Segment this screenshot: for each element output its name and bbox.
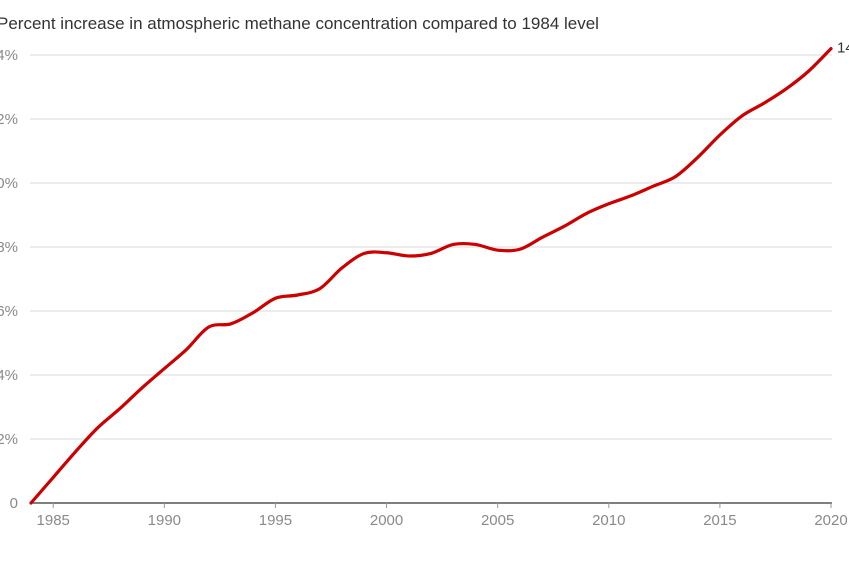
y-tick-label: 4% xyxy=(0,367,18,384)
y-tick-label: 6% xyxy=(0,303,18,320)
y-axis-tick-labels: 0 2% 4% 6% 8% 10% 12% 14% xyxy=(0,47,18,512)
y-tick-label: 2% xyxy=(0,431,18,448)
x-tick-label: 2005 xyxy=(481,512,514,529)
series-lines xyxy=(29,47,833,505)
chart-title: Percent increase in atmospheric methane … xyxy=(0,14,599,33)
x-tick-label: 1990 xyxy=(148,512,181,529)
x-axis-tick-labels: 1985 1990 1995 2000 2005 2010 2015 2020 xyxy=(37,503,848,529)
x-tick-label: 2020 xyxy=(814,512,847,529)
y-tick-label: 10% xyxy=(0,175,18,192)
end-value-label: 14% xyxy=(837,40,849,57)
x-tick-label: 2010 xyxy=(592,512,625,529)
y-tick-label: 8% xyxy=(0,239,18,256)
series-line-methane xyxy=(29,47,833,505)
x-tick-label: 1985 xyxy=(37,512,70,529)
x-tick-label: 2015 xyxy=(703,512,736,529)
y-tick-label: 12% xyxy=(0,111,18,128)
y-tick-label: 0 xyxy=(10,495,18,512)
gridlines xyxy=(30,54,832,504)
y-tick-label: 14% xyxy=(0,47,18,64)
x-tick-label: 2000 xyxy=(370,512,403,529)
x-tick-label: 1995 xyxy=(259,512,292,529)
